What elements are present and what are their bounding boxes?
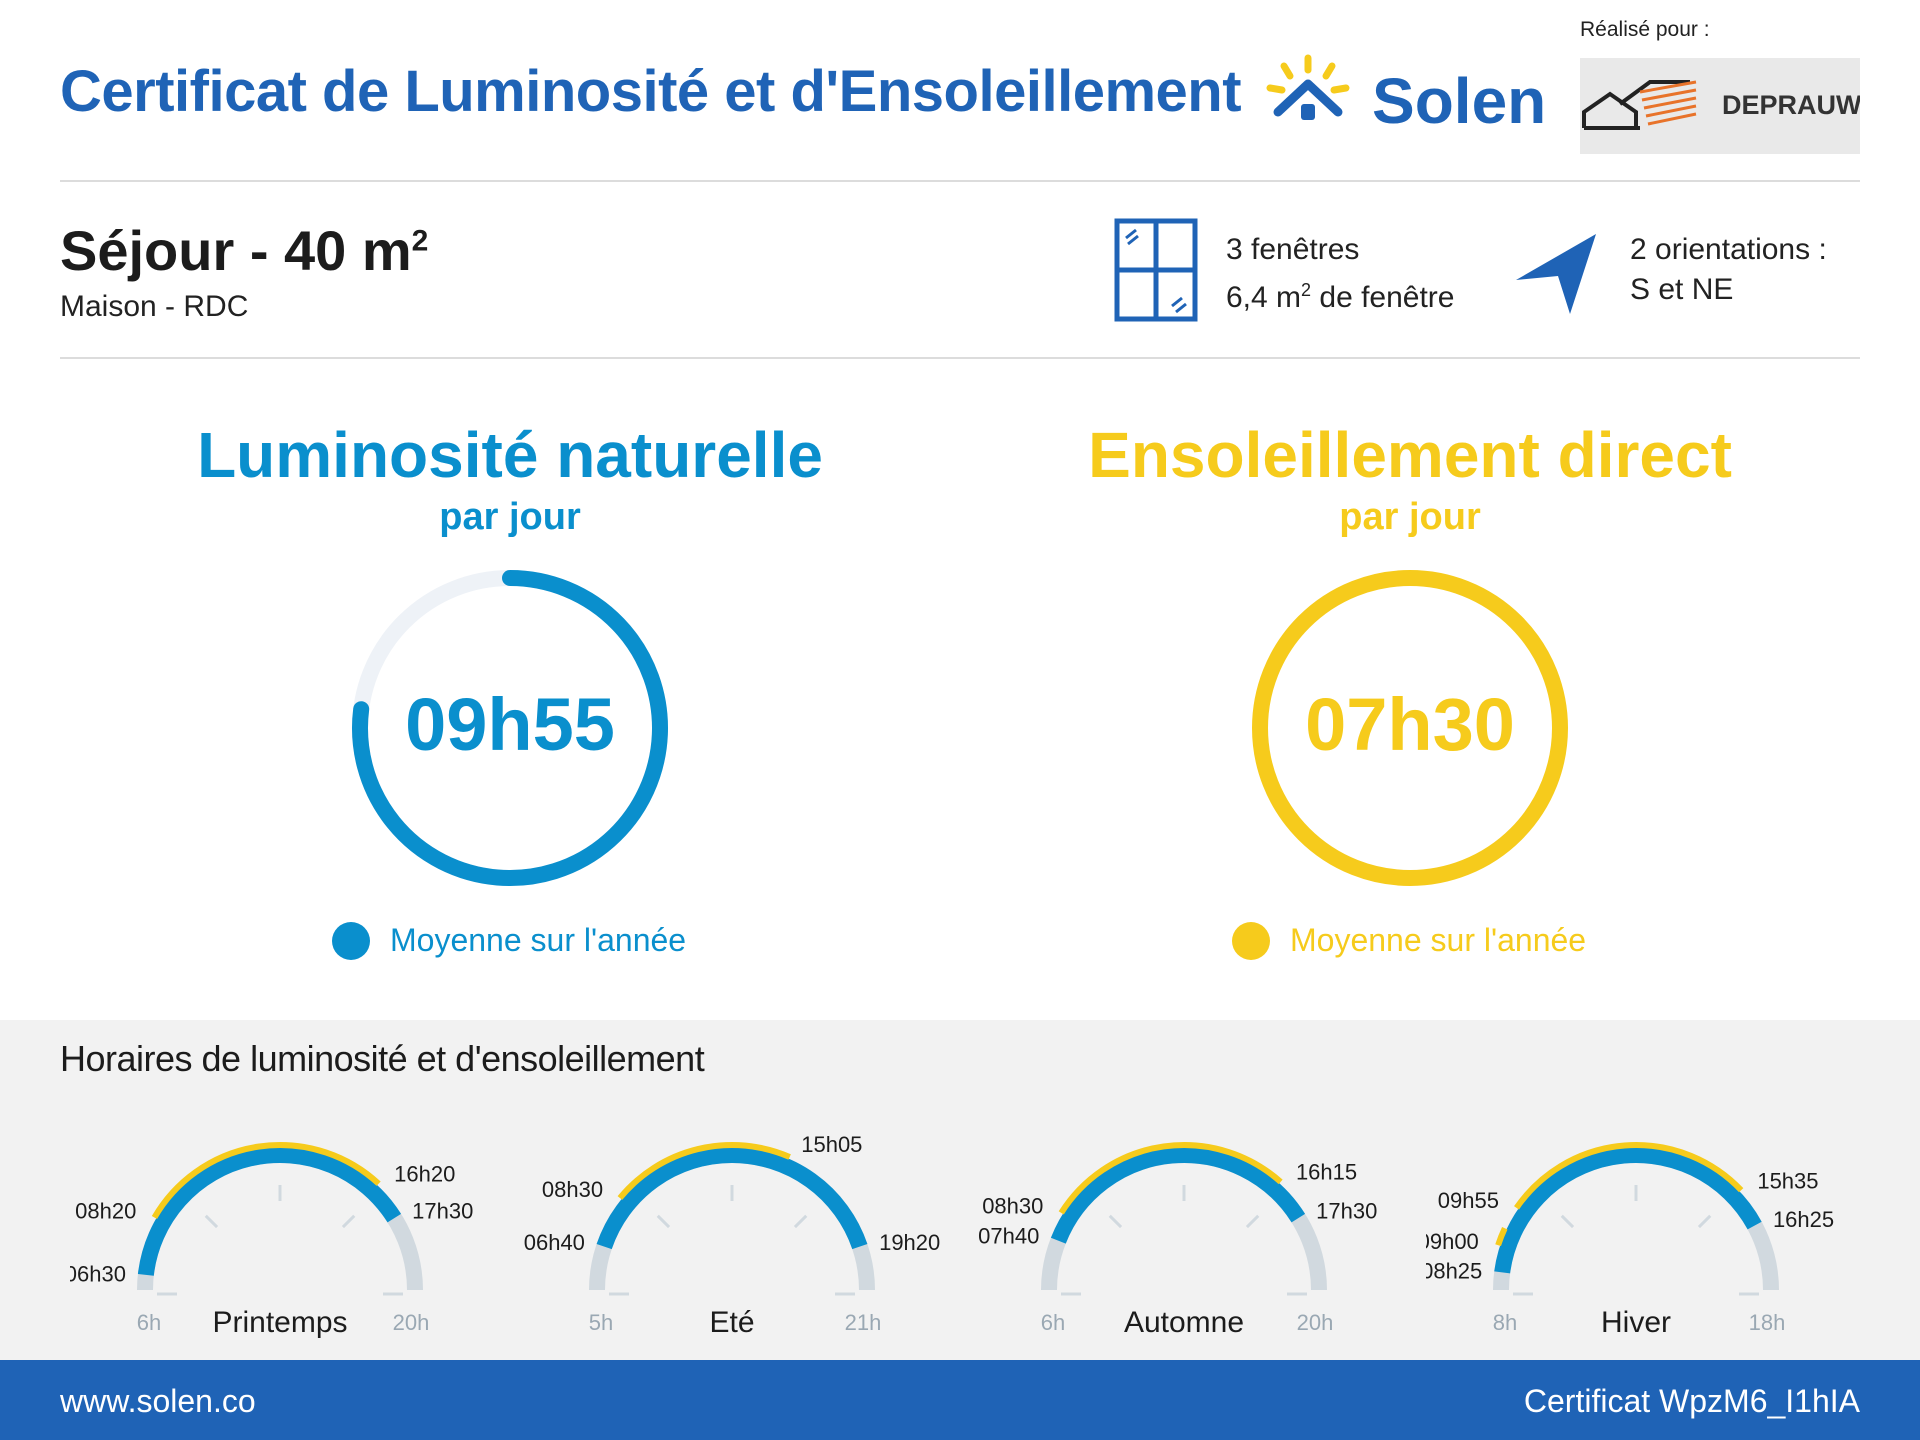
gauge-start-label: 8h — [1493, 1310, 1517, 1335]
luminosite-value: 09h55 — [405, 683, 615, 766]
gauge-end-label: 21h — [845, 1310, 882, 1335]
gauge-season-name: Hiver — [1601, 1306, 1671, 1339]
gauge-lum-end-label: 16h25 — [1773, 1207, 1834, 1232]
gauge-sun-end-label: 16h20 — [394, 1161, 455, 1186]
gauge-lum-start-label: 06h30 — [70, 1261, 126, 1286]
gauge-track — [1041, 1147, 1327, 1291]
gauge-lum-start-label: 08h25 — [1426, 1259, 1482, 1284]
gauge-luminosite-arc — [1050, 1147, 1306, 1244]
gauge-start-label: 6h — [1041, 1310, 1065, 1335]
gauge-tick — [1560, 1214, 1575, 1229]
gauge-sun-arc — [617, 1142, 791, 1200]
ensoleillement-legend-dot — [1232, 922, 1270, 960]
season-gauge-3: 8h 18h Hiver 08h25 16h25 09h55 15h35 09h00 — [1426, 1142, 1834, 1339]
gauge-end-label: 20h — [1297, 1310, 1334, 1335]
gauge-track — [589, 1147, 875, 1291]
gauge-sun-arc — [1058, 1142, 1283, 1215]
certificate-title: Certificat de Luminosité et d'Ensoleille… — [60, 59, 1242, 124]
ensoleillement-value: 07h30 — [1305, 683, 1515, 766]
gauge-tick — [1108, 1214, 1123, 1229]
orientation-arrow-icon — [1516, 234, 1596, 314]
horaires-title: Horaires de luminosité et d'ensoleilleme… — [60, 1038, 705, 1079]
ensoleillement-legend: Moyenne sur l'année — [1290, 922, 1587, 958]
ensoleillement-title: Ensoleillement direct — [1088, 419, 1732, 491]
solen-logo-icon — [1266, 54, 1350, 120]
window-icon — [1114, 218, 1198, 322]
ensoleillement-subtitle: par jour — [1339, 496, 1481, 538]
gauge-sun-start-label: 08h30 — [542, 1177, 603, 1202]
gauge-tick — [341, 1214, 356, 1229]
gauge-luminosite-arc — [596, 1147, 868, 1250]
horaires-panel — [0, 1020, 1920, 1360]
gauge-sun-end-label: 15h05 — [801, 1132, 862, 1157]
gauge-lum-end-label: 17h30 — [1316, 1199, 1377, 1224]
gauge-lum-end-label: 19h20 — [879, 1230, 940, 1255]
orientations-info: 2 orientations : S et NE — [1630, 233, 1827, 306]
season-gauge-2: 6h 20h Automne 07h40 17h30 08h30 16h15 — [978, 1142, 1377, 1339]
gauge-sun-start-label: 09h55 — [1438, 1188, 1499, 1213]
gauge-start-label: 6h — [137, 1310, 161, 1335]
gauge-sun-arc — [1514, 1142, 1744, 1210]
gauge-sun-arc-2 — [1495, 1226, 1508, 1247]
gauge-track — [137, 1147, 423, 1291]
gauge-season-name: Printemps — [212, 1306, 347, 1339]
brand-name: Solen — [1372, 65, 1547, 137]
gauge-sun-end-label: 16h15 — [1296, 1159, 1357, 1184]
gauge-tick — [1245, 1214, 1260, 1229]
ensoleillement-ring — [1252, 570, 1568, 886]
gauge-tick — [656, 1214, 671, 1229]
luminosite-ring — [352, 570, 668, 886]
gauge-luminosite-arc — [137, 1147, 402, 1276]
gauge-sun-start-label: 08h30 — [982, 1193, 1043, 1218]
room-title: Séjour - 40 m2 — [60, 219, 429, 282]
divider-middle — [60, 357, 1860, 359]
luminosite-subtitle: par jour — [439, 496, 581, 538]
gauge-tick — [204, 1214, 219, 1229]
luminosite-legend: Moyenne sur l'année — [390, 922, 687, 958]
season-gauge-1: 5h 21h Eté 06h40 19h20 08h30 15h05 — [524, 1132, 941, 1339]
gauge-tick — [793, 1214, 808, 1229]
footer-website[interactable]: www.solen.co — [60, 1383, 256, 1419]
realise-pour-label: Réalisé pour : — [1580, 18, 1710, 41]
gauge-sun-start2-label: 09h00 — [1426, 1229, 1479, 1254]
gauge-sun-arc — [151, 1142, 381, 1220]
divider-top — [60, 180, 1860, 182]
room-subtitle: Maison - RDC — [60, 290, 249, 323]
gauge-lum-start-label: 07h40 — [978, 1224, 1039, 1249]
gauge-end-label: 20h — [393, 1310, 430, 1335]
windows-info: 3 fenêtres 6,4 m2 de fenêtre — [1226, 233, 1455, 314]
luminosite-legend-dot — [332, 922, 370, 960]
luminosite-title: Luminosité naturelle — [197, 419, 823, 491]
gauge-luminosite-arc — [1494, 1147, 1762, 1274]
gauge-sun-end-label: 15h35 — [1757, 1169, 1818, 1194]
gauge-track — [1493, 1147, 1779, 1291]
client-logo-text: DEPRAUW — [1722, 90, 1860, 120]
client-logo: DEPRAUW — [1580, 58, 1862, 154]
gauge-end-label: 18h — [1749, 1310, 1786, 1335]
gauge-lum-start-label: 06h40 — [524, 1230, 585, 1255]
footer-certificate-id: Certificat WpzM6_I1hIA — [1523, 1383, 1860, 1419]
gauge-season-name: Eté — [709, 1306, 754, 1339]
gauge-start-label: 5h — [589, 1310, 613, 1335]
gauge-season-name: Automne — [1124, 1306, 1244, 1339]
gauge-lum-end-label: 17h30 — [412, 1199, 473, 1224]
gauge-sun-start-label: 08h20 — [75, 1199, 136, 1224]
footer-bar — [0, 1360, 1920, 1440]
gauge-tick — [1697, 1214, 1712, 1229]
luminosite-progress-arc — [352, 570, 668, 886]
season-gauge-0: 6h 20h Printemps 06h30 17h30 08h20 16h20 — [70, 1142, 473, 1339]
